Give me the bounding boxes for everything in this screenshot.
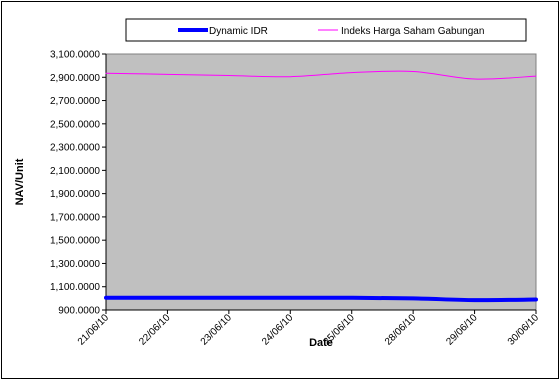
y-tick-label: 2,500.0000	[50, 119, 100, 130]
y-tick-label: 900.0000	[58, 306, 100, 317]
y-tick-label: 2,300.0000	[50, 143, 100, 154]
y-axis-ticks: 900.0000 1,100.0000 1,300.0000 1,500.0000 1,…	[50, 50, 106, 317]
y-tick-label: 1,100.0000	[50, 282, 100, 293]
series-line-1	[105, 70, 537, 80]
y-tick-label: 2,100.0000	[50, 166, 100, 177]
plot-area	[105, 53, 537, 311]
y-tick-label: 1,900.0000	[50, 189, 100, 200]
y-tick-label: 1,500.0000	[50, 236, 100, 247]
y-tick-label: 1,700.0000	[50, 212, 100, 223]
y-tick-label: 3,100.0000	[50, 50, 100, 61]
legend-label-dynamic-idr: Dynamic IDR	[209, 26, 268, 37]
y-tick-label: 2,900.0000	[50, 73, 100, 84]
series-lines	[104, 70, 538, 303]
legend: Dynamic IDR Indeks Harga Saham Gabungan	[125, 18, 527, 42]
series-line-0	[104, 295, 538, 303]
legend-label-ihsg: Indeks Harga Saham Gabungan	[341, 26, 484, 37]
y-axis-title: NAV/Unit	[14, 158, 26, 205]
y-tick-label: 1,300.0000	[50, 259, 100, 270]
x-axis-title: Date	[309, 337, 333, 349]
y-tick-label: 2,700.0000	[50, 96, 100, 107]
